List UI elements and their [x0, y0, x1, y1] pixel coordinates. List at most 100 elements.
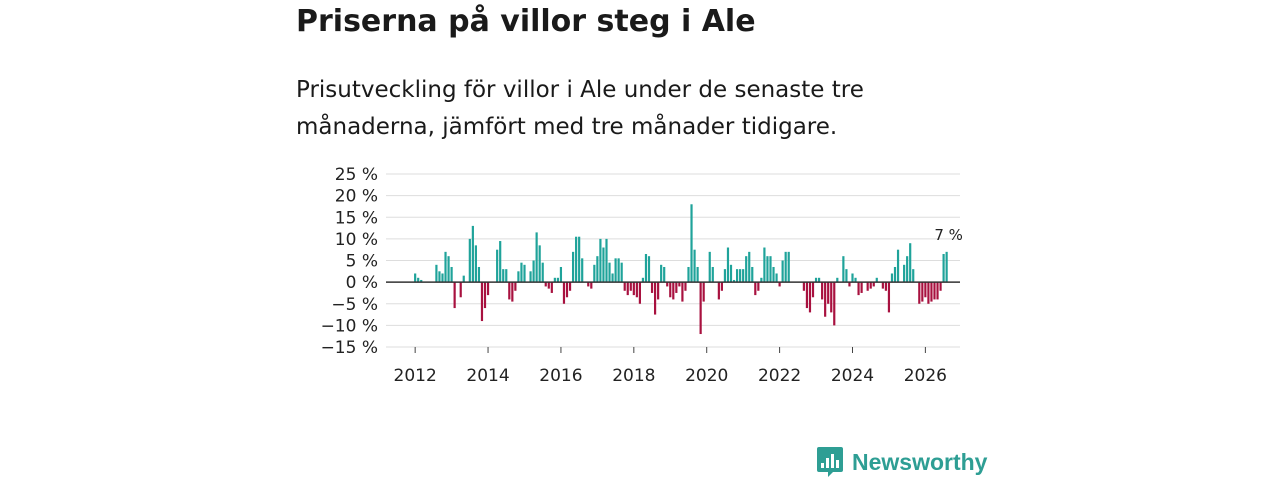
bar — [821, 282, 824, 300]
bar — [587, 282, 590, 287]
bar — [468, 238, 471, 283]
bar — [511, 282, 514, 302]
bar — [547, 282, 550, 289]
bar — [629, 282, 632, 291]
bar — [811, 282, 815, 298]
last-value-label: 7 % — [934, 226, 963, 244]
bar — [480, 282, 484, 322]
x-tick-label: 2014 — [466, 366, 509, 386]
brand-logo[interactable]: Newsworthy — [816, 446, 987, 478]
chart-subtitle: Prisutveckling för villor i Ale under de… — [296, 77, 864, 140]
chart-title: Priserna på villor steg i Ale — [296, 4, 756, 39]
bar — [669, 282, 672, 298]
bar — [556, 277, 559, 283]
bar — [909, 243, 912, 283]
bar — [435, 264, 438, 283]
y-tick-label: 15 % — [335, 208, 378, 228]
bar — [924, 282, 927, 298]
bar — [420, 279, 423, 283]
bar — [647, 256, 651, 283]
bar — [912, 269, 915, 283]
bar — [568, 282, 572, 291]
bar — [553, 277, 556, 283]
bar — [717, 282, 720, 300]
bar — [641, 277, 645, 283]
brand-name: Newsworthy — [852, 448, 988, 475]
bar — [666, 282, 669, 287]
bar — [593, 264, 596, 283]
bar — [623, 282, 626, 291]
bar — [936, 282, 939, 300]
bar — [565, 282, 569, 298]
bar — [523, 264, 526, 283]
bar — [690, 204, 693, 283]
bar — [571, 251, 575, 283]
y-tick-label: 5 % — [346, 252, 378, 272]
bar — [945, 251, 948, 283]
bar — [893, 266, 897, 283]
bar — [541, 262, 544, 283]
y-tick-label: −10 % — [321, 316, 378, 336]
bar — [918, 282, 921, 304]
bar — [605, 238, 608, 283]
bar — [732, 279, 736, 283]
bar — [590, 282, 593, 289]
bar — [933, 282, 936, 300]
grid-lines — [386, 173, 960, 348]
bar — [678, 282, 681, 287]
bar — [739, 269, 742, 283]
bar — [754, 282, 757, 296]
bar — [884, 282, 887, 291]
bar — [520, 262, 523, 283]
bar — [814, 277, 818, 283]
bar — [836, 277, 839, 283]
bar — [808, 282, 812, 313]
bar — [830, 282, 833, 313]
bar — [438, 271, 441, 283]
bar — [632, 282, 635, 296]
bar — [887, 282, 891, 313]
bar — [930, 282, 933, 302]
bar — [787, 251, 790, 283]
y-tick-label: 20 % — [335, 187, 378, 207]
bar — [650, 282, 654, 293]
bar — [687, 266, 690, 283]
bar — [486, 282, 490, 296]
bar — [927, 282, 930, 304]
bar — [906, 256, 909, 283]
y-tick-label: 25 % — [335, 165, 378, 185]
axis-labels: 25 %20 %15 %10 %5 %0 %−5 %−10 %−15 % 2012… — [321, 165, 963, 386]
bar — [450, 266, 453, 283]
bar — [529, 271, 532, 283]
bar — [851, 273, 854, 283]
bar — [869, 282, 872, 289]
bar — [453, 282, 456, 309]
bar — [854, 277, 857, 283]
bar — [596, 256, 599, 283]
bar — [778, 282, 781, 287]
bar — [559, 266, 563, 283]
bar — [657, 282, 660, 300]
bar — [842, 256, 845, 283]
bar — [805, 282, 809, 309]
bar — [544, 282, 547, 287]
x-tick-label: 2012 — [394, 366, 437, 386]
bar — [477, 266, 481, 283]
bar — [866, 282, 869, 291]
bar — [502, 269, 505, 283]
bar — [444, 251, 447, 283]
bar — [781, 260, 784, 283]
bar — [729, 264, 733, 283]
bar — [817, 277, 821, 283]
x-tick-label: 2022 — [758, 366, 801, 386]
bar — [708, 251, 711, 283]
bar — [581, 258, 584, 283]
bar — [848, 282, 851, 287]
bar — [875, 277, 878, 283]
bar — [535, 232, 538, 283]
bar — [827, 282, 830, 304]
bar — [626, 282, 629, 296]
bar — [845, 269, 848, 283]
bar — [742, 269, 745, 283]
